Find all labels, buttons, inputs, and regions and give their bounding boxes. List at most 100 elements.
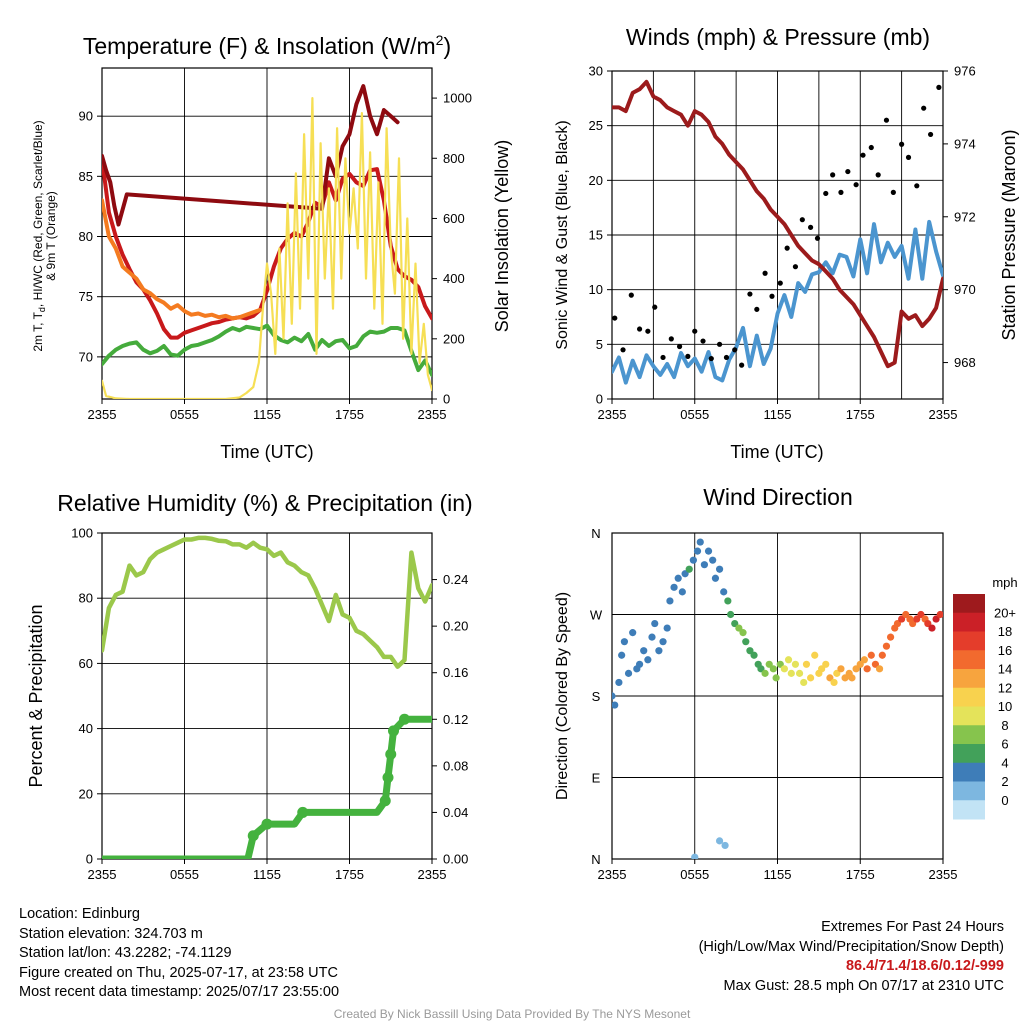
direction-points (612, 538, 943, 859)
winds-series-black (612, 84, 942, 368)
humidity-series-precipitation-point-13 (261, 818, 273, 830)
winds-ylabel-right: Station Pressure (Maroon) (999, 129, 1019, 340)
direction-point-5 (624, 669, 633, 677)
winds-ytick-label-2: 10 (589, 282, 603, 297)
winds-series-black-point-29 (838, 189, 844, 195)
winds-ytick-right-label-2: 972 (954, 209, 976, 224)
direction-point-46 (780, 665, 788, 673)
speed-legend-label-1: 18 (998, 624, 1012, 639)
winds-series-black-point-13 (716, 341, 723, 347)
direction-point-32 (727, 610, 735, 619)
temperature-xtick-label-3: 1755 (335, 407, 364, 422)
temperature-series (102, 84, 432, 399)
speed-legend-label-5: 10 (998, 699, 1012, 714)
temperature-series-yellow (102, 96, 432, 399)
humidity-grid (101, 533, 433, 859)
winds-series-black-point-33 (868, 144, 874, 151)
direction-title: Wind Direction (703, 484, 853, 510)
temperature-panel: Temperature (F) & Insolation (W/m2) 70 75… (31, 32, 512, 462)
winds-series-black-point-38 (905, 154, 912, 160)
winds-series-black-point-34 (875, 172, 881, 178)
direction-point-67 (860, 656, 868, 664)
direction-point-12 (651, 619, 659, 628)
direction-xtick-label-0: 2355 (598, 867, 627, 882)
temperature-xtick-label-4: 2355 (418, 407, 447, 422)
temperature-ytick-right-label-5: 1000 (443, 91, 472, 106)
winds-grid (611, 71, 944, 399)
temperature-ytick-label-1: 75 (79, 289, 93, 304)
humidity-ylabel-left: Percent & Precipitation (26, 604, 46, 787)
direction-point-90 (721, 841, 729, 850)
humidity-title: Relative Humidity (%) & Precipitation (i… (57, 490, 472, 516)
direction-ytick-label-3: W (590, 608, 603, 623)
direction-point-44 (772, 674, 780, 682)
speed-legend-swatch-2 (953, 631, 985, 651)
winds-series-maroon (612, 79, 943, 369)
winds-ytick-right-label-3: 974 (954, 136, 976, 151)
direction-point-36 (742, 638, 750, 646)
temperature-ytick-right-label-4: 800 (443, 151, 465, 166)
winds-series-black-point-22 (784, 245, 790, 251)
speed-legend-label-8: 4 (1001, 755, 1008, 770)
temperature-xtick-label-2: 1155 (253, 407, 281, 422)
winds-series-black-point-21 (777, 280, 783, 286)
humidity-ytick-label-0: 0 (86, 852, 93, 867)
humidity-series-precipitation-point-27 (399, 713, 410, 725)
temperature-ytick-label-2: 80 (79, 229, 93, 244)
speed-legend-swatch-9 (953, 762, 985, 782)
winds-xtick-label-4: 2355 (929, 407, 958, 422)
direction-point-4 (620, 638, 629, 646)
winds-series-black-point-23 (792, 264, 799, 270)
direction-point-11 (648, 633, 656, 641)
direction-point-2 (615, 678, 623, 687)
extremes-heading: Extremes For Past 24 Hours (821, 919, 1004, 935)
winds-series-black-point-3 (636, 326, 643, 332)
winds-series (612, 79, 943, 385)
speed-legend-label-0: 20+ (994, 605, 1016, 620)
speed-legend-label-2: 16 (998, 643, 1012, 658)
station-info: Location: Edinburg Station elevation: 32… (19, 905, 339, 1003)
winds-series-black-point-4 (645, 328, 651, 334)
winds-series-black-point-30 (845, 168, 851, 175)
direction-point-69 (867, 651, 875, 659)
direction-point-38 (750, 651, 758, 659)
speed-legend-swatch-0 (953, 594, 985, 614)
humidity-ytick-label-2: 40 (79, 721, 93, 736)
temperature-ylabel-right: Solar Insolation (Yellow) (492, 140, 512, 332)
winds-series-black-point-9 (685, 353, 691, 359)
direction-point-21 (685, 565, 693, 573)
direction-point-30 (720, 588, 728, 596)
humidity-series-precipitation-point-16 (297, 806, 309, 818)
winds-xlabel: Time (UTC) (730, 442, 823, 462)
winds-series-black-point-6 (660, 354, 666, 361)
temperature-ylabel-left-2: & 9m T (Orange) (44, 191, 58, 281)
speed-legend-swatch-8 (953, 744, 985, 764)
speed-legend-swatch-4 (953, 669, 985, 689)
humidity-series-precipitation-point-25 (385, 748, 397, 760)
winds-series-black-point-8 (676, 343, 683, 350)
winds-ytick-label-3: 15 (589, 228, 603, 243)
winds-series-black-point-39 (914, 183, 920, 189)
humidity-series (102, 535, 432, 859)
speed-legend-swatch-3 (953, 650, 985, 670)
winds-title: Winds (mph) & Pressure (mb) (626, 24, 930, 50)
max-gust: Max Gust: 28.5 mph On 07/17 at 2310 UTC (723, 977, 1004, 994)
humidity-series-relative-humidity (102, 535, 432, 669)
direction-point-71 (875, 665, 884, 673)
direction-point-13 (655, 647, 663, 655)
direction-point-27 (709, 556, 717, 564)
temperature-xtick-label-1: 0555 (170, 407, 199, 422)
temperature-ytick-label-3: 85 (79, 169, 93, 184)
winds-ytick-label-6: 30 (589, 64, 603, 79)
direction-point-64 (848, 674, 856, 682)
temperature-ylabel-left-1: 2m T, Td, HI/WC (Red, Green, Scarlet/Blu… (31, 120, 47, 351)
winds-series-black-point-1 (620, 347, 626, 353)
direction-point-51 (800, 678, 808, 687)
direction-point-50 (795, 669, 804, 677)
winds-series-black-point-32 (860, 152, 866, 158)
winds-series-black-point-14 (723, 354, 730, 361)
winds-series-black-point-28 (830, 172, 836, 178)
humidity-xtick-label-3: 1755 (335, 867, 364, 882)
direction-point-26 (704, 547, 713, 555)
